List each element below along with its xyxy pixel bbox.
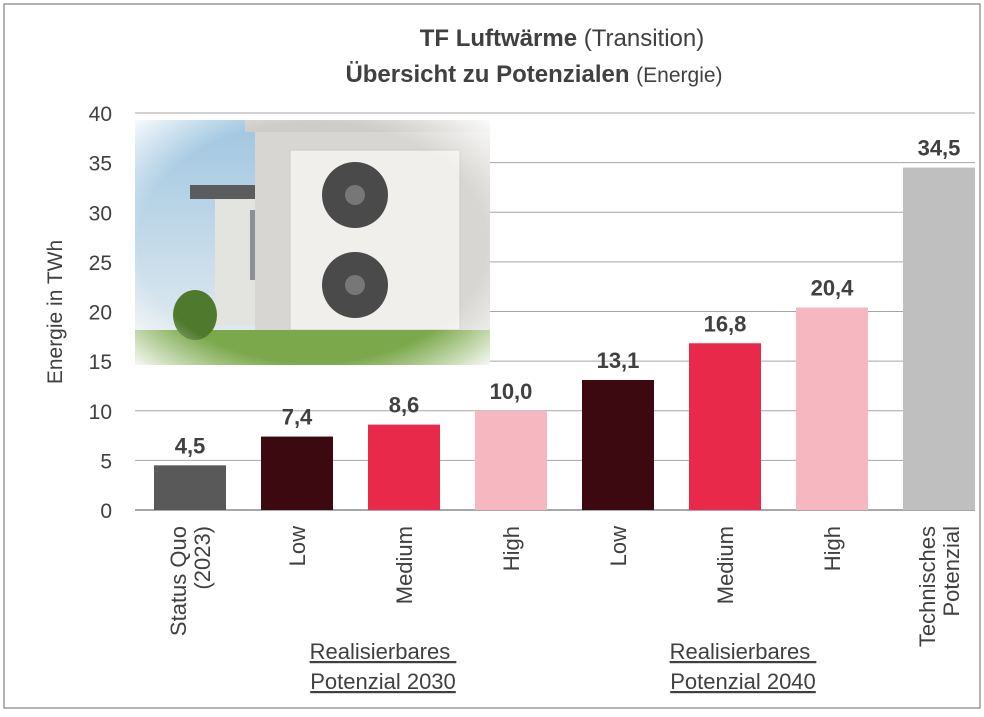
y-tick-label: 5 (100, 450, 112, 473)
x-tick-label: Low (606, 526, 631, 566)
chart: TF Luftwärme (Transition) Übersicht zu P… (0, 0, 984, 712)
data-label: 10,0 (490, 379, 533, 404)
y-tick-label: 0 (100, 500, 112, 523)
x-tick-label: High (499, 526, 524, 571)
y-tick-label: 40 (89, 103, 112, 126)
x-tick-label: Medium (392, 526, 417, 604)
x-tick-label: High (820, 526, 845, 571)
data-label: 13,1 (597, 348, 640, 373)
title-bold: TF Luftwärme (420, 25, 577, 52)
chart-subtitle: Übersicht zu Potenzialen (Energie) (345, 61, 722, 88)
title-regular: (Transition) (584, 25, 704, 52)
y-tick-label: 25 (89, 252, 112, 275)
subtitle-regular: (Energie) (636, 64, 722, 87)
bar (475, 411, 547, 510)
y-tick-label: 35 (89, 153, 112, 176)
y-tick-label: 20 (89, 302, 112, 325)
y-tick-label: 15 (89, 351, 112, 374)
x-tick-label: Low (285, 526, 310, 566)
data-label: 8,6 (389, 393, 420, 418)
bar (582, 380, 654, 510)
data-label: 7,4 (282, 405, 313, 430)
bar (261, 437, 333, 510)
data-label: 34,5 (918, 136, 961, 161)
y-tick-label: 10 (89, 401, 112, 424)
data-label: 20,4 (811, 276, 855, 301)
photo (135, 120, 490, 365)
bar (903, 168, 975, 510)
y-axis-label: Energie in TWh (44, 240, 67, 384)
y-tick-label: 30 (89, 202, 112, 225)
data-label: 16,8 (704, 311, 747, 336)
x-tick-label: Medium (713, 526, 738, 604)
chart-title: TF Luftwärme (Transition) (420, 25, 704, 52)
bar (154, 465, 226, 510)
subtitle-bold: Übersicht zu Potenzialen (345, 61, 629, 88)
bar (368, 425, 440, 510)
data-label: 4,5 (175, 433, 206, 458)
bar (796, 308, 868, 510)
bar (689, 343, 761, 510)
